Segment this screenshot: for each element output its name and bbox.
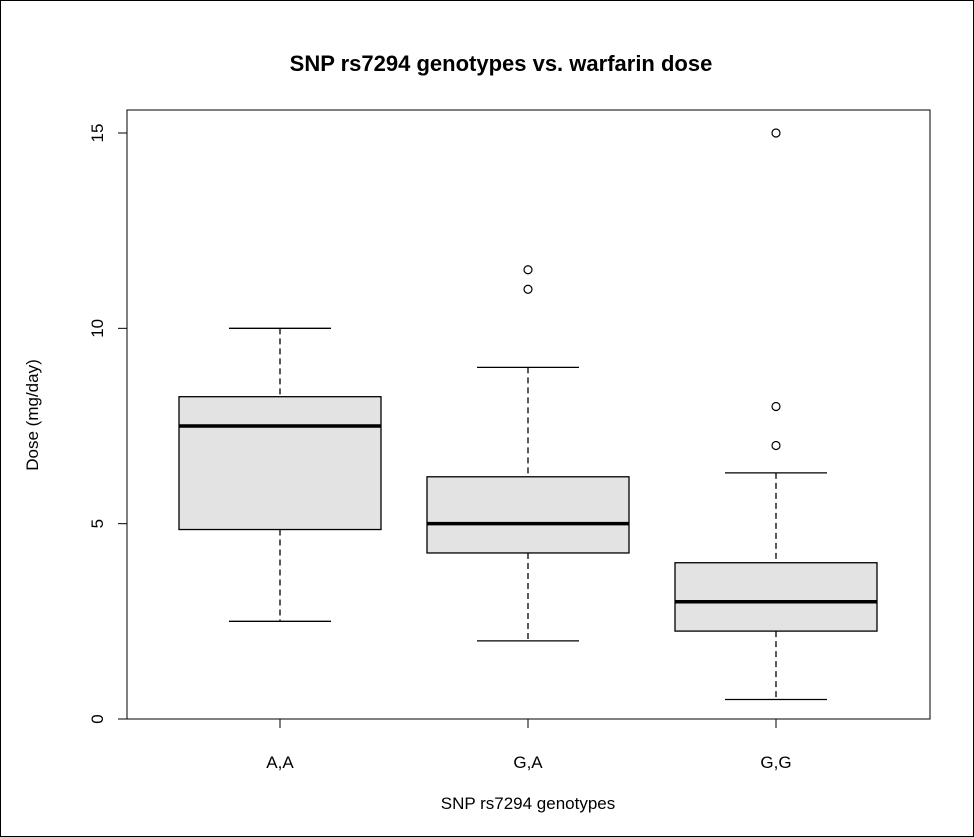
x-tick-label: G,G bbox=[760, 753, 791, 772]
chart-title: SNP rs7294 genotypes vs. warfarin dose bbox=[290, 51, 713, 76]
outlier-point bbox=[524, 266, 532, 274]
outlier-point bbox=[772, 442, 780, 450]
box-group-g-a bbox=[427, 266, 629, 641]
box-iqr bbox=[675, 563, 877, 631]
box-group-g-g bbox=[675, 129, 877, 699]
outlier-point bbox=[524, 285, 532, 293]
box-iqr bbox=[427, 477, 629, 553]
outlier-point bbox=[772, 129, 780, 137]
y-axis-label: Dose (mg/day) bbox=[23, 359, 42, 470]
box-iqr bbox=[179, 397, 381, 530]
boxes bbox=[179, 129, 877, 699]
x-axis: A,A G,A G,G bbox=[266, 719, 791, 772]
outlier-point bbox=[772, 402, 780, 410]
y-tick-label: 10 bbox=[88, 319, 107, 338]
y-tick-label: 0 bbox=[88, 714, 107, 723]
x-axis-label: SNP rs7294 genotypes bbox=[441, 794, 616, 813]
x-tick-label: A,A bbox=[266, 753, 294, 772]
y-tick-label: 15 bbox=[88, 124, 107, 143]
x-tick-label: G,A bbox=[513, 753, 543, 772]
y-tick-label: 5 bbox=[88, 519, 107, 528]
y-axis: 0 5 10 15 bbox=[88, 124, 127, 724]
box-group-a-a bbox=[179, 328, 381, 621]
